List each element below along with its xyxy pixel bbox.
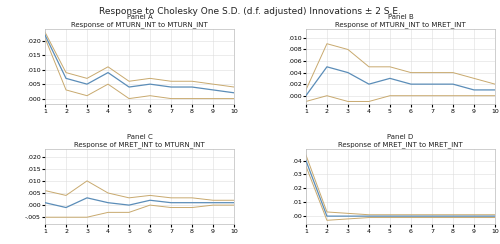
Title: Panel B
Response of MTURN_INT to MRET_INT: Panel B Response of MTURN_INT to MRET_IN… <box>335 14 466 28</box>
Title: Panel D
Response of MRET_INT to MRET_INT: Panel D Response of MRET_INT to MRET_INT <box>338 134 463 148</box>
Title: Panel A
Response of MTURN_INT to MTURN_INT: Panel A Response of MTURN_INT to MTURN_I… <box>71 14 208 28</box>
Title: Panel C
Response of MRET_INT to MTURN_INT: Panel C Response of MRET_INT to MTURN_IN… <box>74 134 205 148</box>
Text: Response to Cholesky One S.D. (d.f. adjusted) Innovations ± 2 S.E.: Response to Cholesky One S.D. (d.f. adju… <box>99 7 401 16</box>
